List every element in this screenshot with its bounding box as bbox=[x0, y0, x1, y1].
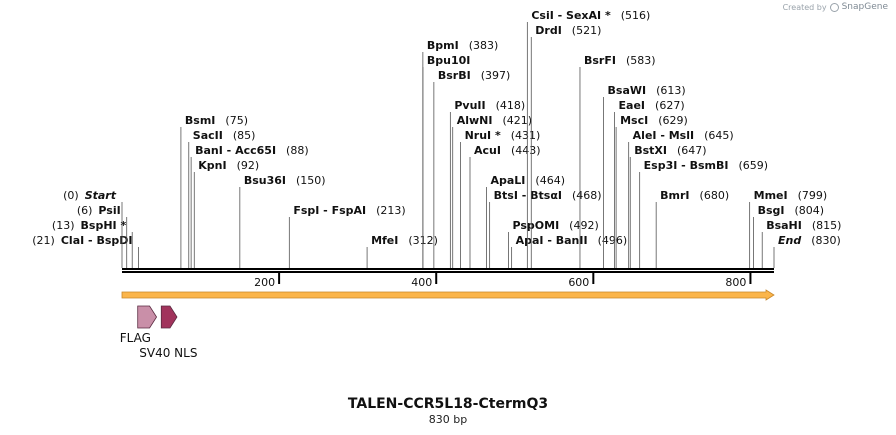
site-position-bstxi: (647) bbox=[677, 144, 707, 157]
site-position-sacii: (85) bbox=[233, 129, 256, 142]
site-position-bsahi: (815) bbox=[812, 219, 842, 232]
site-position-esp3i-bsmbi: (659) bbox=[738, 159, 768, 172]
site-label-bpu10i[interactable]: Bpu10I bbox=[427, 54, 471, 67]
snapgene-logo-icon bbox=[829, 2, 839, 12]
ruler-tick-label: 600 bbox=[568, 276, 589, 289]
site-label-mfei[interactable]: MfeI bbox=[371, 234, 398, 247]
site-position-bsrfi: (583) bbox=[626, 54, 656, 67]
site-position-eaei: (627) bbox=[655, 99, 685, 112]
credit-brand: SnapGene bbox=[841, 2, 888, 12]
feature-arrow-sv40-nls[interactable] bbox=[160, 305, 178, 329]
site-label-bstxi[interactable]: BstXI bbox=[634, 144, 667, 157]
site-label-acui[interactable]: AcuI bbox=[474, 144, 501, 157]
site-label-bsrfi[interactable]: BsrFI bbox=[584, 54, 616, 67]
site-label-start[interactable]: Start bbox=[85, 189, 117, 202]
site-position-bmri: (680) bbox=[700, 189, 730, 202]
site-position-drdi: (521) bbox=[572, 24, 602, 37]
site-position-bsgi: (804) bbox=[794, 204, 824, 217]
site-label-apali[interactable]: ApaLI bbox=[490, 174, 525, 187]
site-label-end[interactable]: End bbox=[778, 234, 801, 247]
ruler-tick-label: 400 bbox=[411, 276, 432, 289]
credit-prefix: Created by bbox=[782, 2, 827, 12]
site-label-bsrbi[interactable]: BsrBI bbox=[438, 69, 471, 82]
site-position-acui: (443) bbox=[511, 144, 541, 157]
site-label-bani-acc65i[interactable]: BanI - Acc65I bbox=[195, 144, 276, 157]
site-position-bpmi: (383) bbox=[469, 39, 499, 52]
site-label-bsgi[interactable]: BsgI bbox=[758, 204, 785, 217]
site-label-eaei[interactable]: EaeI bbox=[619, 99, 646, 112]
site-position-start: (0) bbox=[63, 189, 79, 202]
ruler-tick-label: 800 bbox=[725, 276, 746, 289]
site-label-kpni[interactable]: KpnI bbox=[198, 159, 226, 172]
site-label-clai-bspdi[interactable]: ClaI - BspDI bbox=[61, 234, 133, 247]
site-label-bsmi[interactable]: BsmI bbox=[185, 114, 216, 127]
site-label-msci[interactable]: MscI bbox=[620, 114, 648, 127]
site-position-pspomi: (492) bbox=[569, 219, 599, 232]
site-position-alei-msli: (645) bbox=[704, 129, 734, 142]
site-position-msci: (629) bbox=[658, 114, 688, 127]
site-label-bsphi[interactable]: BspHI * bbox=[81, 219, 127, 232]
site-position-nrui: (431) bbox=[511, 129, 541, 142]
site-label-sacii[interactable]: SacII bbox=[193, 129, 223, 142]
site-position-bsrbi: (397) bbox=[481, 69, 511, 82]
site-label-pspomi[interactable]: PspOMI bbox=[512, 219, 559, 232]
site-label-alei-msli[interactable]: AleI - MslI bbox=[633, 129, 694, 142]
site-label-bsahi[interactable]: BsaHI bbox=[766, 219, 802, 232]
site-label-drdi[interactable]: DrdI bbox=[535, 24, 562, 37]
site-position-btsi-bts-i: (468) bbox=[572, 189, 602, 202]
site-position-csii-sexai: (516) bbox=[621, 9, 651, 22]
site-label-fspi-fspai[interactable]: FspI - FspAI bbox=[293, 204, 366, 217]
site-label-btsi-bts-i[interactable]: BtsI - BtsαI bbox=[494, 189, 562, 202]
sequence-length: 830 bp bbox=[428, 413, 468, 426]
ruler-tick-label: 200 bbox=[254, 276, 275, 289]
feature-arrow-flag[interactable] bbox=[137, 305, 158, 329]
site-position-apali: (464) bbox=[535, 174, 565, 187]
site-position-psii: (6) bbox=[77, 204, 93, 217]
site-label-bpmi[interactable]: BpmI bbox=[427, 39, 459, 52]
site-label-nrui[interactable]: NruI * bbox=[465, 129, 501, 142]
site-label-psii[interactable]: PsiI bbox=[98, 204, 120, 217]
site-position-fspi-fspai: (213) bbox=[376, 204, 406, 217]
site-position-alwni: (421) bbox=[502, 114, 532, 127]
site-label-esp3i-bsmbi[interactable]: Esp3I - BsmBI bbox=[644, 159, 729, 172]
site-position-end: (830) bbox=[811, 234, 841, 247]
site-label-csii-sexai[interactable]: CsiI - SexAI * bbox=[531, 9, 611, 22]
site-label-mmei[interactable]: MmeI bbox=[754, 189, 788, 202]
site-label-apai-banii[interactable]: ApaI - BanII bbox=[516, 234, 588, 247]
site-label-bsawi[interactable]: BsaWI bbox=[608, 84, 647, 97]
site-position-pvuii: (418) bbox=[496, 99, 526, 112]
site-position-apai-banii: (496) bbox=[598, 234, 628, 247]
site-label-pvuii[interactable]: PvuII bbox=[454, 99, 485, 112]
site-label-bsu36i[interactable]: Bsu36I bbox=[244, 174, 286, 187]
sequence-title: TALEN-CCR5L18-CtermQ3 bbox=[347, 396, 549, 412]
site-label-alwni[interactable]: AlwNI bbox=[457, 114, 493, 127]
snapgene-credit: Created by SnapGene bbox=[783, 2, 888, 12]
feature-label-flag: FLAG bbox=[120, 331, 151, 345]
site-position-clai-bspdi: (21) bbox=[32, 234, 55, 247]
site-position-bsawi: (613) bbox=[656, 84, 686, 97]
site-position-bani-acc65i: (88) bbox=[286, 144, 309, 157]
site-position-bsu36i: (150) bbox=[296, 174, 326, 187]
site-position-bsphi: (13) bbox=[52, 219, 75, 232]
site-position-kpni: (92) bbox=[237, 159, 260, 172]
backbone-inner bbox=[122, 270, 774, 271]
site-label-bmri[interactable]: BmrI bbox=[660, 189, 689, 202]
site-position-bsmi: (75) bbox=[225, 114, 248, 127]
feature-label-sv40-nls: SV40 NLS bbox=[139, 346, 197, 360]
site-position-mmei: (799) bbox=[798, 189, 828, 202]
orf-arrow bbox=[121, 289, 775, 301]
